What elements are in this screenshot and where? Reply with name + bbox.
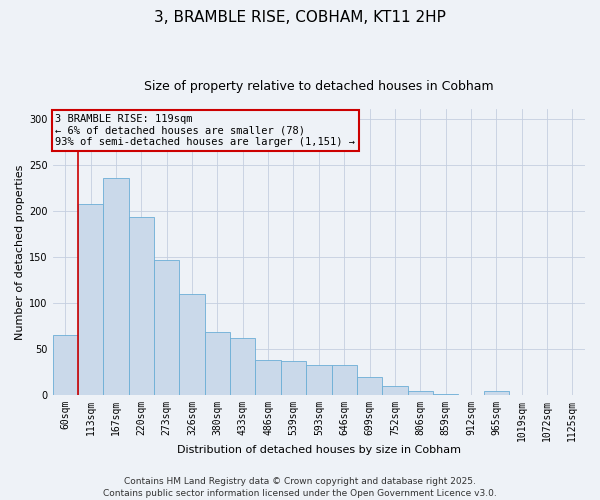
Bar: [78, 204, 103, 395]
Bar: [306, 366, 332, 395]
Bar: [281, 361, 306, 395]
Bar: [179, 294, 205, 395]
Bar: [484, 391, 509, 395]
Bar: [129, 217, 154, 395]
Bar: [256, 360, 281, 395]
Title: Size of property relative to detached houses in Cobham: Size of property relative to detached ho…: [144, 80, 494, 93]
X-axis label: Distribution of detached houses by size in Cobham: Distribution of detached houses by size …: [177, 445, 461, 455]
Bar: [103, 178, 129, 395]
Text: 3 BRAMBLE RISE: 119sqm
← 6% of detached houses are smaller (78)
93% of semi-deta: 3 BRAMBLE RISE: 119sqm ← 6% of detached …: [55, 114, 355, 147]
Bar: [230, 338, 256, 395]
Bar: [205, 332, 230, 395]
Text: Contains HM Land Registry data © Crown copyright and database right 2025.
Contai: Contains HM Land Registry data © Crown c…: [103, 476, 497, 498]
Text: 3, BRAMBLE RISE, COBHAM, KT11 2HP: 3, BRAMBLE RISE, COBHAM, KT11 2HP: [154, 10, 446, 25]
Bar: [407, 391, 433, 395]
Bar: [53, 335, 78, 395]
Bar: [332, 366, 357, 395]
Bar: [382, 386, 407, 395]
Bar: [357, 378, 382, 395]
Bar: [433, 394, 458, 395]
Bar: [154, 260, 179, 395]
Y-axis label: Number of detached properties: Number of detached properties: [15, 164, 25, 340]
